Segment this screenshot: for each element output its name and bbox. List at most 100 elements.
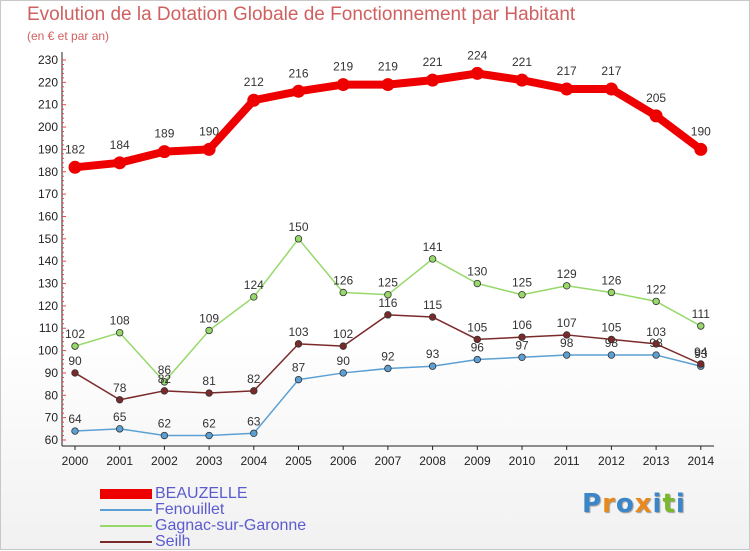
data-label: 62 bbox=[158, 417, 172, 431]
y-tick-label: 200 bbox=[38, 120, 58, 134]
data-point bbox=[473, 335, 481, 344]
data-label: 103 bbox=[646, 325, 666, 339]
data-point bbox=[384, 364, 392, 373]
logo-letter: r bbox=[602, 489, 616, 519]
data-point bbox=[607, 351, 616, 359]
data-label: 90 bbox=[337, 354, 351, 368]
y-tick-label: 180 bbox=[38, 165, 58, 179]
data-point bbox=[294, 375, 303, 384]
data-point bbox=[649, 109, 663, 123]
data-point bbox=[426, 73, 440, 87]
data-point bbox=[607, 288, 616, 297]
data-label: 87 bbox=[292, 361, 306, 375]
series-gagnac-sur-garonne: 102 108 86 109 124 150 126 125 141 130 125 129 126 12… bbox=[65, 220, 710, 386]
data-point bbox=[428, 255, 437, 263]
data-point bbox=[160, 387, 169, 395]
x-tick-label: 2005 bbox=[285, 454, 312, 468]
data-point bbox=[202, 142, 216, 156]
data-point bbox=[381, 78, 395, 92]
data-point bbox=[160, 431, 169, 440]
data-point bbox=[71, 427, 79, 435]
data-label: 125 bbox=[512, 276, 532, 290]
x-tick-label: 2004 bbox=[240, 454, 267, 468]
data-point bbox=[515, 73, 529, 87]
chart-title: Evolution de la Dotation Globale de Fonc… bbox=[27, 4, 576, 25]
data-label: 205 bbox=[646, 91, 666, 105]
proxiti-logo: Proxiti bbox=[582, 489, 686, 519]
data-label: 107 bbox=[557, 316, 577, 330]
data-label: 224 bbox=[467, 48, 487, 62]
y-tick-label: 150 bbox=[38, 232, 58, 246]
data-label: 93 bbox=[694, 347, 708, 361]
data-point bbox=[250, 387, 258, 395]
data-label: 216 bbox=[288, 66, 308, 80]
data-label: 221 bbox=[423, 55, 443, 69]
data-label: 102 bbox=[333, 327, 353, 341]
data-label: 184 bbox=[110, 138, 130, 152]
y-tick-label: 80 bbox=[45, 388, 59, 402]
x-tick-label: 2010 bbox=[509, 454, 536, 468]
data-label: 94 bbox=[694, 345, 708, 359]
data-point bbox=[115, 396, 124, 404]
data-point bbox=[652, 351, 660, 359]
data-label: 62 bbox=[202, 417, 216, 431]
data-point bbox=[652, 297, 660, 306]
data-point bbox=[694, 142, 708, 156]
x-tick-label: 2012 bbox=[598, 454, 625, 468]
data-label: 78 bbox=[113, 381, 127, 395]
logo-letter: x bbox=[634, 489, 653, 519]
data-point bbox=[339, 369, 347, 377]
y-tick-label: 90 bbox=[45, 366, 59, 380]
data-label: 130 bbox=[467, 265, 487, 279]
data-point bbox=[518, 333, 526, 341]
data-label: 98 bbox=[560, 336, 574, 350]
y-tick-label: 160 bbox=[38, 209, 58, 223]
data-label: 64 bbox=[68, 412, 82, 426]
data-point bbox=[294, 235, 303, 243]
data-label: 116 bbox=[378, 296, 397, 310]
data-point bbox=[247, 93, 261, 107]
y-tick-label: 140 bbox=[38, 254, 58, 268]
data-label: 105 bbox=[467, 320, 487, 334]
x-tick-label: 2014 bbox=[687, 454, 714, 468]
data-label: 103 bbox=[288, 325, 308, 339]
data-label: 217 bbox=[557, 64, 577, 78]
data-point bbox=[115, 425, 124, 433]
data-point bbox=[71, 342, 79, 350]
data-label: 82 bbox=[247, 372, 261, 386]
data-point bbox=[560, 82, 574, 96]
data-label: 125 bbox=[378, 276, 398, 290]
data-label: 63 bbox=[247, 414, 261, 428]
data-label: 141 bbox=[423, 240, 443, 254]
data-point bbox=[205, 326, 213, 335]
data-label: 189 bbox=[154, 127, 174, 141]
data-point bbox=[250, 429, 258, 437]
data-point bbox=[563, 331, 571, 339]
data-label: 115 bbox=[423, 298, 442, 312]
y-tick-label: 110 bbox=[39, 321, 58, 335]
logo-letter: P bbox=[582, 489, 603, 519]
legend-swatch bbox=[100, 541, 152, 543]
data-label: 97 bbox=[515, 338, 529, 352]
chart-plot-area: 6465626263879092939697989898931021088610… bbox=[65, 48, 711, 440]
data-label: 96 bbox=[471, 341, 485, 355]
series-beauzelle: 182 184 189 190 212 216 219 219 221 224 221 217 217 2… bbox=[65, 48, 711, 174]
x-tick-label: 2011 bbox=[554, 454, 580, 468]
data-point bbox=[339, 342, 347, 350]
data-label: 190 bbox=[691, 124, 711, 138]
x-tick-label: 2013 bbox=[643, 454, 670, 468]
data-point bbox=[336, 78, 350, 92]
data-point bbox=[473, 355, 481, 364]
data-label: 190 bbox=[199, 124, 219, 138]
chart-subtitle: (en € et par an) bbox=[27, 29, 110, 43]
data-label: 124 bbox=[244, 278, 264, 292]
data-label: 108 bbox=[110, 314, 130, 328]
data-label: 126 bbox=[333, 273, 353, 287]
data-point bbox=[428, 362, 437, 370]
data-point bbox=[160, 378, 169, 386]
chart-axes: 60 70 80 90 100 110 120 130 140 150 160 170 180 190 20… bbox=[38, 52, 714, 468]
data-point bbox=[473, 279, 481, 288]
data-label: 86 bbox=[158, 363, 172, 377]
